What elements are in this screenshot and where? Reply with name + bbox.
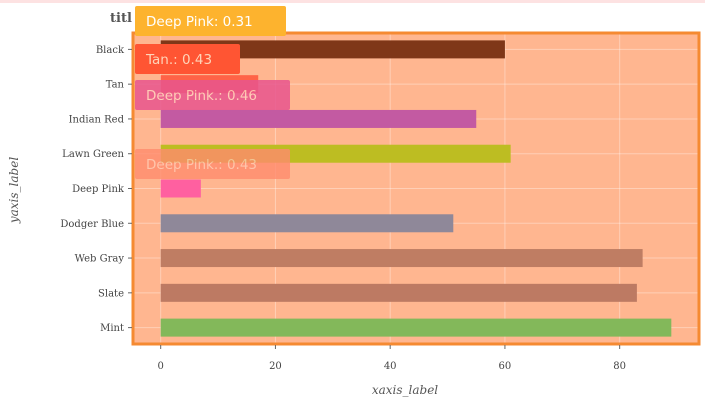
x-axis-ticks: 0 20 40 60 80 <box>157 345 626 372</box>
x-tick-label-20: 20 <box>269 361 282 372</box>
bar-dodger-blue <box>160 214 454 233</box>
annotation-2: Deep Pink.: 0.46 <box>135 80 290 110</box>
x-axis-label: xaxis_label <box>372 383 438 397</box>
y-tick-label-lawn-green: Lawn Green <box>62 149 124 160</box>
top-border <box>0 0 705 3</box>
bar-indian-red <box>160 109 477 128</box>
y-tick-label-black: Black <box>96 45 125 56</box>
x-tick-label-40: 40 <box>384 361 397 372</box>
y-tick-label-tan: Tan <box>106 80 125 91</box>
annotation-text-0: Deep Pink: 0.31 <box>146 14 253 30</box>
y-tick-label-indian-red: Indian Red <box>69 114 125 125</box>
bar-black <box>160 40 505 59</box>
annotation-text-3: Deep Pink.: 0.43 <box>146 157 257 173</box>
bar-slate <box>160 283 637 302</box>
y-axis-label: yaxis_label <box>7 157 21 224</box>
y-tick-label-slate: Slate <box>98 288 124 299</box>
y-tick-label-mint: Mint <box>100 323 124 334</box>
y-tick-label-dodger-blue: Dodger Blue <box>60 219 124 230</box>
chart-title: titl <box>110 11 132 26</box>
bar-mint <box>160 318 672 337</box>
y-tick-label-deep-pink: Deep Pink <box>72 184 125 195</box>
annotation-box-3 <box>135 149 290 179</box>
annotation-box-2 <box>135 80 290 110</box>
y-tick-label-web-gray: Web Gray <box>75 254 125 265</box>
annotation-box-0 <box>135 6 286 36</box>
tooltip-annotations: Deep Pink: 0.31 Tan.: 0.43 Deep Pink.: 0.4… <box>135 6 290 179</box>
plot-frame <box>131 31 701 346</box>
annotation-1: Tan.: 0.43 <box>135 44 240 74</box>
annotation-box-1 <box>135 44 240 74</box>
x-tick-label-0: 0 <box>157 361 163 372</box>
bar-web-gray <box>160 249 643 268</box>
bars <box>160 40 672 337</box>
y-axis-ticks: Black Tan Indian Red Lawn Green Deep Pink Dod… <box>60 45 132 334</box>
annotation-text-2: Deep Pink.: 0.46 <box>146 88 257 104</box>
annotation-text-1: Tan.: 0.43 <box>145 52 212 68</box>
bar-deep-pink <box>160 179 201 198</box>
annotation-0: Deep Pink: 0.31 <box>135 6 286 36</box>
x-tick-label-60: 60 <box>499 361 512 372</box>
x-tick-label-80: 80 <box>613 361 626 372</box>
annotation-3: Deep Pink.: 0.43 <box>135 149 290 179</box>
